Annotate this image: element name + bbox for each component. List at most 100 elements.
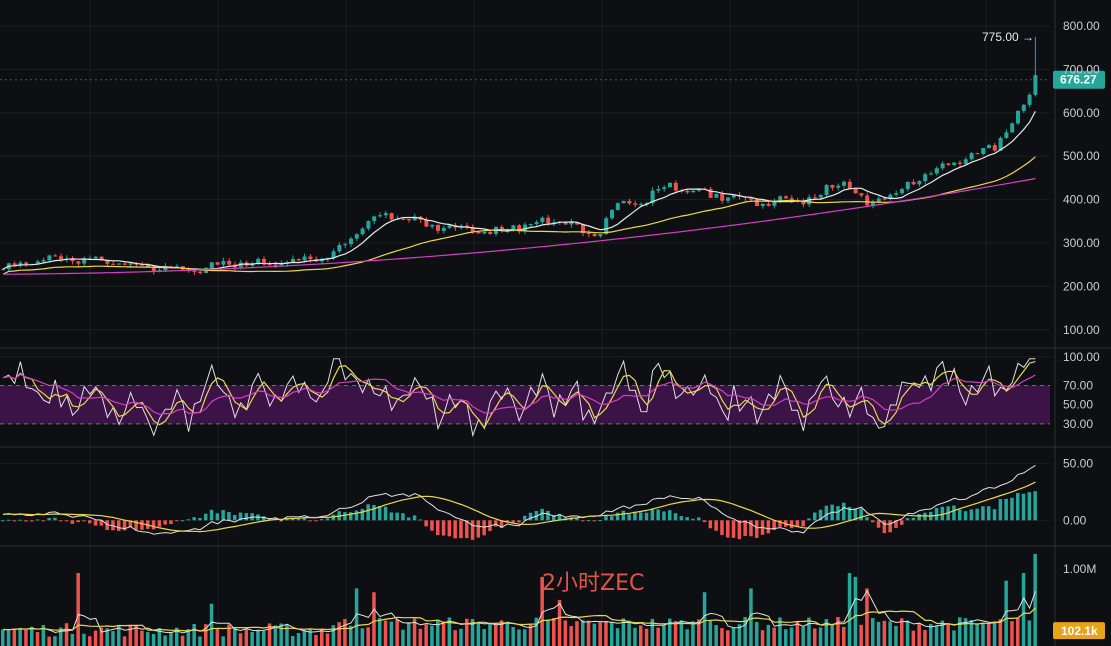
macd-histogram-bar (702, 520, 707, 523)
volume-bar (238, 633, 243, 646)
candle-body (325, 257, 330, 259)
candle-body (801, 201, 806, 205)
candle-body (952, 162, 957, 165)
volume-bar (824, 619, 829, 646)
volume-bar (395, 619, 399, 646)
volume-bar (546, 619, 550, 646)
volume-bar (70, 633, 75, 646)
macd-histogram-bar (905, 518, 910, 521)
candle-body (82, 258, 87, 264)
candle-body (615, 203, 620, 211)
macd-histogram-bar (238, 512, 243, 521)
volume-bar (801, 626, 805, 646)
volume-bar (273, 625, 278, 646)
candle-body (958, 162, 962, 164)
macd-histogram-bar (633, 511, 637, 521)
macd-histogram-bar (1021, 493, 1026, 521)
volume-bar (900, 618, 904, 646)
volume-bar (789, 627, 794, 646)
macd-histogram-bar (876, 520, 881, 528)
macd-histogram-bar (134, 520, 138, 531)
volume-bar (30, 626, 34, 646)
volume-bar (627, 620, 631, 646)
volume-bar (575, 621, 579, 646)
volume-bar (221, 636, 225, 646)
macd-histogram-bar (534, 510, 539, 521)
candle-body (383, 213, 388, 216)
candle-body (766, 203, 771, 206)
macd-histogram-bar (1033, 491, 1037, 521)
macd-histogram-bar (958, 509, 962, 521)
candle-body (842, 181, 846, 186)
macd-histogram-bar (720, 520, 724, 536)
candle-body (76, 261, 81, 264)
price-axis: 100.00 200.00 300.00 400.00 500.00 600.00 700.… (1063, 19, 1100, 576)
volume-bar (360, 628, 365, 646)
macd-histogram-bar (18, 519, 22, 521)
macd-histogram-bar (447, 520, 452, 537)
volume-bar (470, 618, 475, 646)
volume-bar (447, 617, 452, 646)
candle-body (668, 182, 672, 188)
volume-bar (163, 635, 167, 646)
candle-body (900, 189, 904, 194)
volume-bar (383, 620, 388, 646)
volume-bar (929, 624, 933, 646)
macd-histogram-bar (586, 520, 591, 522)
candle-body (853, 188, 858, 194)
volume-bar (180, 635, 185, 646)
volume-bar (227, 624, 231, 646)
candle-body (470, 226, 475, 232)
macd-histogram-bar (279, 520, 283, 522)
volume-bar (760, 630, 765, 646)
candle-body (830, 185, 835, 188)
macd-panel[interactable] (1, 464, 1037, 540)
volume-bar (743, 617, 747, 646)
candle-body (929, 173, 933, 175)
macd-histogram-bar (70, 520, 75, 524)
macd-histogram-bar (175, 520, 179, 522)
candle-body (122, 263, 127, 265)
macd-histogram-bar (122, 520, 127, 531)
candle-body (175, 266, 179, 268)
candle-body (963, 159, 968, 164)
macd-histogram-bar (940, 506, 945, 521)
macd-histogram-bar (389, 512, 394, 521)
macd-histogram-bar (795, 520, 800, 527)
candle-body (604, 218, 609, 235)
candle-body (256, 258, 261, 264)
candle-body (656, 188, 661, 191)
candle-body (262, 258, 266, 264)
y-tick-label: 700.00 (1063, 62, 1100, 76)
volume-bar (905, 620, 910, 646)
price-panel[interactable]: 775.00 → 676.27 (0, 30, 1105, 275)
macd-histogram-bar (697, 517, 701, 521)
volume-bar (337, 622, 341, 646)
volume-bar (656, 627, 660, 646)
volume-panel[interactable]: 102.1k (1, 553, 1105, 646)
last-price-label: 676.27 (1060, 73, 1097, 87)
candle-body (117, 263, 121, 265)
candle-body (331, 251, 336, 258)
volume-bar (784, 629, 788, 646)
volume-bar (668, 618, 672, 646)
macd-histogram-bar (639, 512, 643, 521)
rsi-panel[interactable] (0, 358, 1050, 438)
volume-bar (958, 617, 962, 646)
candle-body (140, 264, 145, 266)
volume-bar (157, 627, 162, 646)
volume-bar (465, 618, 469, 646)
macd-histogram-bar (789, 520, 794, 529)
candle-body (575, 222, 580, 225)
volume-bar (813, 628, 817, 646)
candle-body (598, 234, 603, 237)
volume-bar (291, 636, 295, 646)
macd-histogram-bar (1016, 492, 1020, 521)
candle-body (436, 224, 440, 231)
macd-histogram-bar (378, 505, 382, 521)
candle-body (343, 244, 348, 246)
candle-body (198, 271, 203, 274)
volume-bar (511, 626, 515, 646)
macd-histogram-bar (963, 511, 968, 521)
